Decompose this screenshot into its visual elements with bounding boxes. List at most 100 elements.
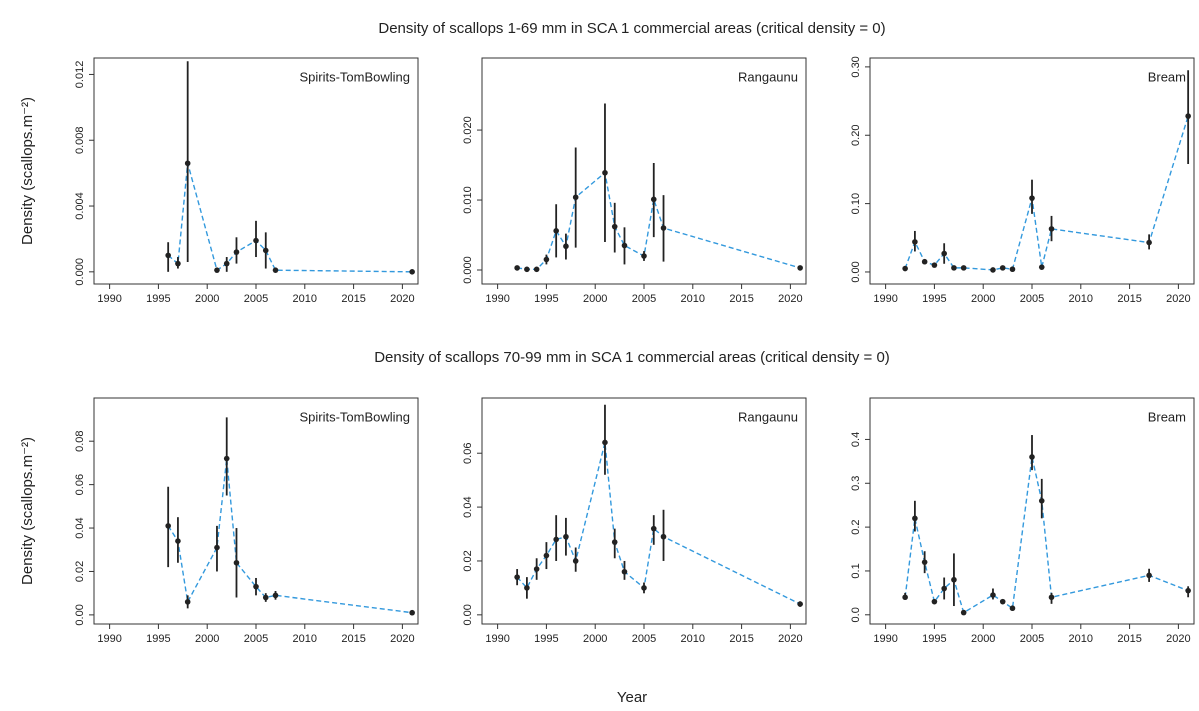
point <box>165 523 171 529</box>
series-line <box>904 456 1189 614</box>
point <box>223 455 230 462</box>
y-axis-label: Density (scallops.m⁻²) <box>19 437 36 585</box>
point <box>572 194 579 201</box>
y-tick-label: 0.02 <box>462 550 474 571</box>
point <box>223 260 230 267</box>
point <box>233 249 240 255</box>
x-tick-label: 1995 <box>922 293 946 305</box>
series-line <box>904 115 1189 271</box>
point <box>999 598 1006 605</box>
point <box>641 585 647 591</box>
point <box>563 533 569 540</box>
point <box>1048 594 1055 601</box>
x-tick-label: 2010 <box>293 293 317 305</box>
x-tick-label: 2005 <box>244 633 268 645</box>
point <box>272 592 279 599</box>
point <box>941 585 947 592</box>
point <box>921 258 928 265</box>
panel-label: Bream <box>1148 69 1186 84</box>
point <box>553 536 559 543</box>
x-tick-label: 2020 <box>390 633 414 645</box>
y-tick-label: 0.008 <box>74 126 86 154</box>
point <box>572 558 579 564</box>
x-tick-label: 2000 <box>971 293 995 305</box>
y-tick-label: 0.0 <box>850 607 862 622</box>
row-title: Density of scallops 70-99 mm in SCA 1 co… <box>374 349 890 366</box>
point <box>990 267 996 273</box>
point <box>409 609 415 616</box>
y-tick-label: 0.06 <box>74 474 86 495</box>
point <box>951 265 957 271</box>
point <box>621 568 628 575</box>
point <box>514 265 520 271</box>
y-tick-label: 0.020 <box>462 116 474 144</box>
point <box>960 265 967 271</box>
panel-label: Spirits-TomBowling <box>299 69 410 84</box>
point <box>253 237 259 244</box>
point <box>990 592 996 598</box>
y-axis-label: Density (scallops.m⁻²) <box>19 97 36 245</box>
y-tick-label: 0.06 <box>462 443 474 464</box>
point <box>524 585 530 591</box>
point <box>797 265 803 271</box>
x-tick-label: 2000 <box>195 293 219 305</box>
point <box>1048 226 1055 232</box>
point <box>409 269 415 275</box>
panel-label: Bream <box>1148 409 1186 424</box>
point <box>660 225 667 231</box>
point <box>641 253 647 259</box>
point <box>912 515 918 522</box>
x-tick-label: 1995 <box>146 293 170 305</box>
x-tick-label: 2015 <box>341 293 365 305</box>
y-tick-label: 0.012 <box>74 61 86 89</box>
point <box>524 266 530 273</box>
plot-frame <box>481 57 807 285</box>
point <box>262 594 269 601</box>
point <box>553 228 559 234</box>
point <box>1029 195 1035 201</box>
point <box>253 583 259 590</box>
x-tick-label: 2005 <box>632 293 656 305</box>
point <box>931 262 938 268</box>
x-tick-label: 2000 <box>583 633 607 645</box>
point <box>921 559 928 565</box>
y-tick-label: 0.08 <box>74 430 86 451</box>
point <box>797 601 803 607</box>
point <box>543 552 550 559</box>
x-tick-label: 1990 <box>485 633 509 645</box>
point <box>960 609 967 616</box>
point <box>514 574 520 580</box>
point <box>611 539 618 545</box>
point <box>272 267 279 273</box>
point <box>175 260 181 267</box>
y-tick-label: 0.04 <box>462 496 474 517</box>
y-tick-label: 0.000 <box>74 258 86 286</box>
point <box>902 594 908 601</box>
point <box>602 439 608 446</box>
x-tick-label: 2005 <box>632 633 656 645</box>
series-line <box>167 458 413 614</box>
point <box>602 169 608 176</box>
point <box>184 599 191 605</box>
point <box>1185 113 1191 119</box>
point <box>650 525 657 532</box>
x-tick-label: 1990 <box>873 633 897 645</box>
x-tick-label: 2015 <box>1117 293 1141 305</box>
x-tick-label: 2010 <box>293 633 317 645</box>
x-tick-label: 2000 <box>583 293 607 305</box>
point <box>951 576 957 583</box>
point <box>1038 264 1045 270</box>
y-tick-label: 0.4 <box>850 432 862 447</box>
point <box>902 265 908 272</box>
point <box>175 538 181 544</box>
x-tick-label: 2010 <box>1069 633 1093 645</box>
y-tick-label: 0.004 <box>74 192 86 220</box>
y-tick-label: 0.000 <box>462 256 474 284</box>
point <box>1009 605 1016 612</box>
panel-label: Rangaunu <box>738 69 798 84</box>
point <box>912 239 918 245</box>
x-tick-label: 2020 <box>390 293 414 305</box>
panel-label: Spirits-TomBowling <box>299 409 410 424</box>
plot-frame <box>869 397 1195 625</box>
plot-frame <box>869 57 1195 285</box>
